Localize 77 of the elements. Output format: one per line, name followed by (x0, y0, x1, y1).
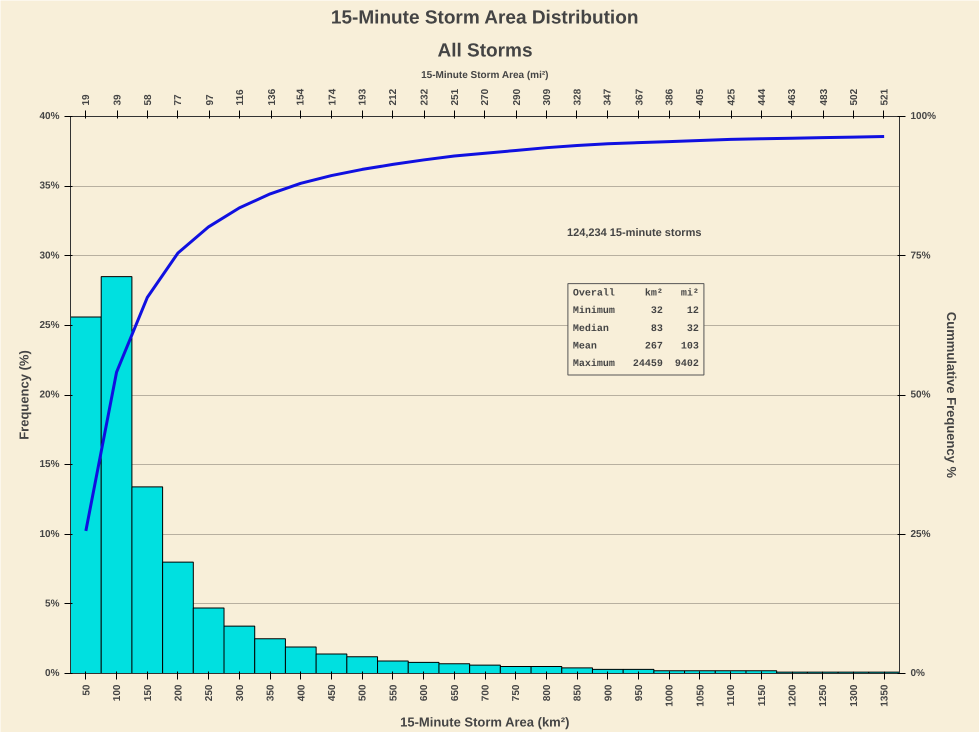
chart-subtitle: All Storms (437, 40, 533, 62)
x-tick-label: 100 (112, 684, 124, 702)
x2-tick-label: 502 (849, 88, 860, 106)
chart-title: 15-Minute Storm Area Distribution (330, 8, 638, 28)
x-tick-label: 300 (234, 684, 246, 702)
x-tick-label: 600 (419, 684, 430, 702)
y2-tick-label: 25% (910, 528, 931, 540)
y-tick-label: 25% (39, 320, 60, 331)
x-tick-label: 1000 (664, 684, 676, 707)
y2-tick-label: 50% (910, 390, 931, 400)
x2-tick-label: 193 (358, 88, 369, 106)
x-tick-label: 1100 (726, 684, 738, 706)
x2-tick-label: 232 (420, 88, 431, 106)
y2-tick-label: 0% (910, 668, 926, 679)
x-tick-label: 250 (204, 684, 216, 702)
x2-tick-label: 309 (542, 88, 554, 106)
x-tick-label: 1150 (756, 684, 768, 706)
x2-tick-label: 328 (572, 88, 584, 106)
y-tick-label: 15% (39, 459, 60, 470)
x2-tick-label: 39 (112, 94, 124, 106)
annotation: Overall km² mi² Minimum 32 12 Median 83 32 Mean 267 103 Maximum 24459 9402 (572, 288, 699, 370)
x-tick-label: 50 (81, 684, 92, 696)
line-series (84, 135, 886, 532)
y-tick-label: 40% (39, 111, 60, 122)
x2-tick-label: 174 (327, 88, 338, 106)
x2-tick-label: 270 (480, 88, 492, 106)
x-tick-label: 150 (142, 684, 154, 702)
annotation: 124,234 15-minute storms (566, 227, 702, 240)
x-tick-label: 950 (634, 684, 646, 702)
y-axis-title: Frequency (%) (16, 350, 32, 440)
x-tick-label: 1200 (788, 684, 799, 707)
x2-tick-label: 77 (173, 94, 184, 106)
x2-tick-label: 386 (664, 88, 676, 106)
x-tick-label: 1300 (848, 684, 860, 707)
x2-tick-label: 154 (296, 88, 307, 106)
x2-tick-label: 136 (266, 88, 278, 106)
x2-tick-label: 116 (235, 88, 246, 106)
x-tick-label: 450 (326, 684, 338, 702)
x-axis-title: 15-Minute Storm Area (km²) (400, 714, 570, 730)
x-tick-label: 1250 (818, 684, 830, 707)
x2-tick-label: 251 (450, 88, 461, 106)
x-tick-label: 850 (572, 684, 584, 702)
x2-tick-label: 425 (726, 88, 738, 106)
x2-tick-label: 444 (756, 88, 768, 106)
x2-tick-label: 19 (80, 94, 92, 106)
x2-tick-label: 347 (602, 88, 614, 106)
x2-tick-label: 463 (787, 88, 798, 106)
x-tick-label: 200 (173, 684, 184, 702)
y2-tick-label: 75% (910, 250, 931, 262)
x-tick-label: 350 (266, 684, 277, 702)
x2-tick-label: 97 (204, 94, 216, 106)
x-tick-label: 700 (480, 684, 492, 702)
x2-tick-label: 58 (142, 94, 154, 106)
x2-tick-label: 212 (388, 88, 399, 106)
x-tick-label: 500 (358, 684, 369, 702)
x-tick-label: 550 (388, 684, 400, 702)
x2-axis-title: 15-Minute Storm Area (mi²) (421, 70, 549, 81)
x2-tick-label: 290 (512, 88, 523, 106)
x-tick-label: 650 (450, 684, 461, 702)
y-tick-label: 0% (45, 668, 60, 679)
x2-tick-label: 405 (694, 88, 706, 106)
y-tick-label: 10% (39, 528, 60, 540)
y-tick-label: 20% (39, 390, 60, 400)
y2-tick-label: 100% (910, 111, 936, 122)
x-tick-label: 900 (603, 684, 614, 702)
y-tick-label: 5% (45, 598, 60, 610)
y-tick-label: 35% (39, 180, 60, 192)
x2-tick-label: 521 (879, 88, 890, 106)
y-tick-label: 30% (39, 250, 60, 262)
x-tick-label: 1350 (880, 684, 891, 707)
x-tick-label: 750 (511, 684, 522, 702)
x-tick-label: 400 (296, 684, 308, 702)
x-tick-label: 1050 (695, 684, 706, 707)
x2-tick-label: 367 (634, 88, 646, 106)
y2-axis-title: Cummulative Frequency % (944, 312, 960, 479)
x-tick-label: 800 (542, 684, 553, 702)
x2-tick-label: 483 (818, 88, 830, 106)
